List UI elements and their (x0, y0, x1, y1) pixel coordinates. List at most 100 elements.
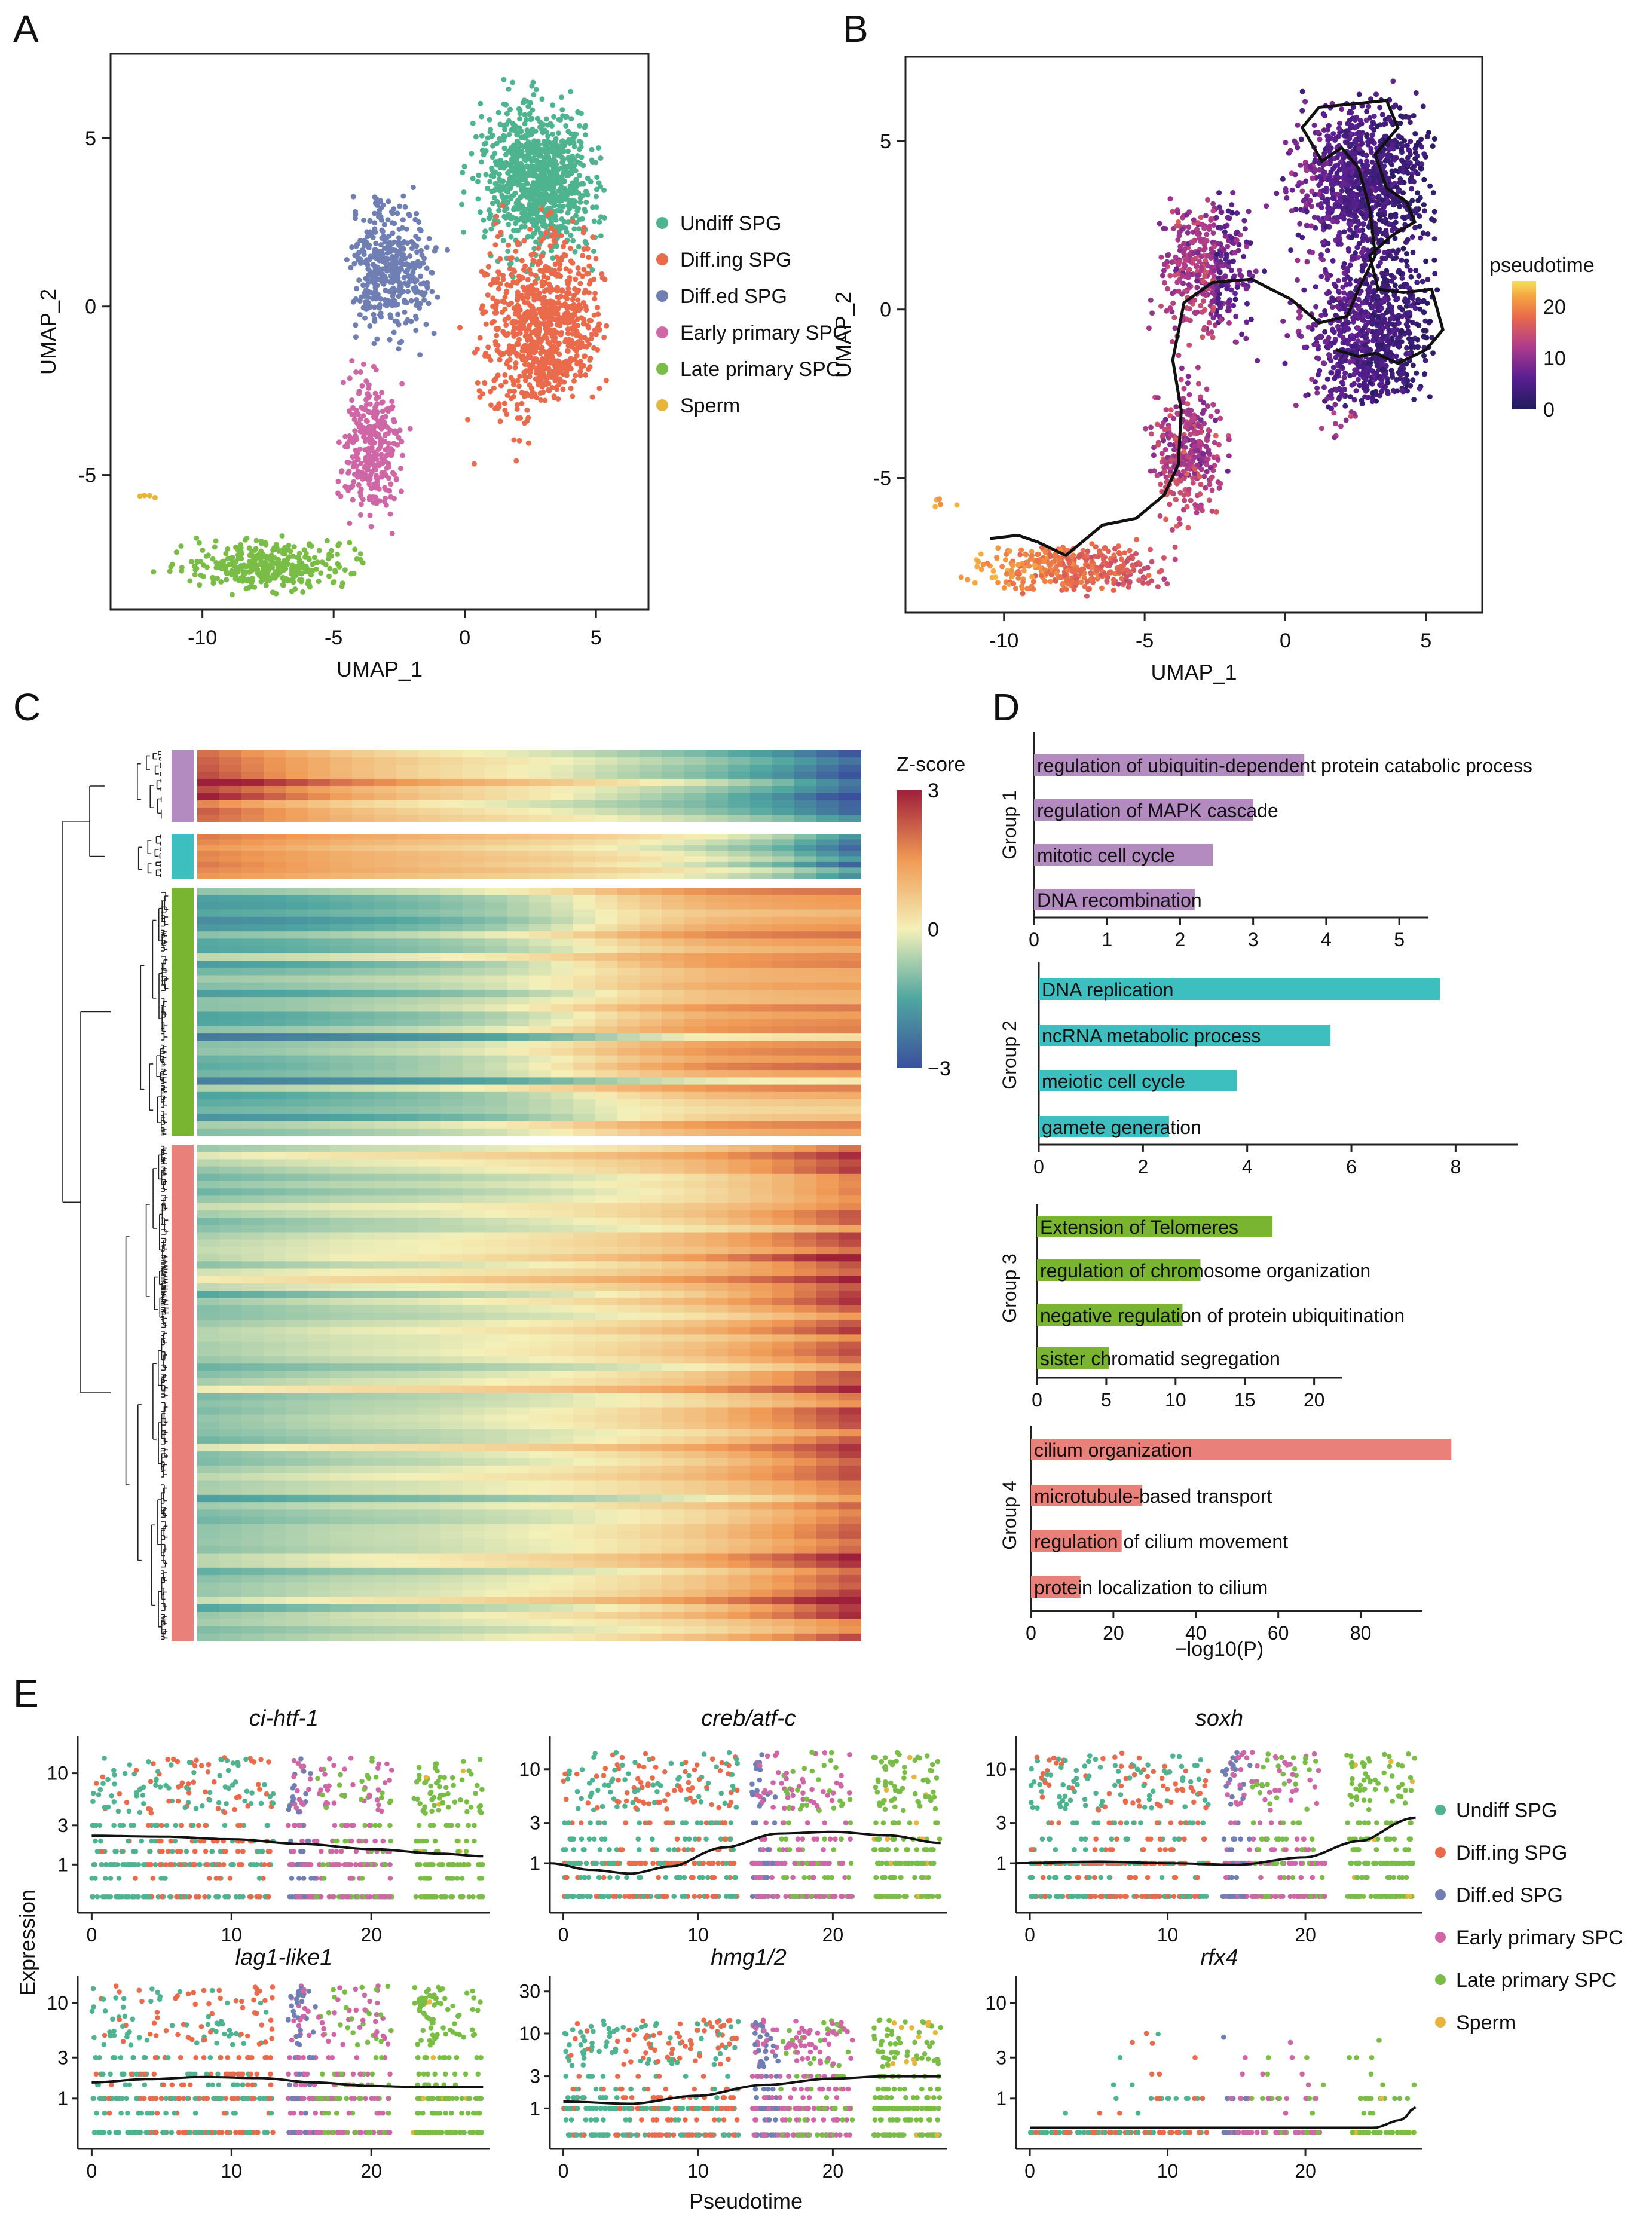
umap-point (573, 372, 579, 378)
umap-point (365, 461, 371, 467)
umap-point (586, 341, 592, 347)
umap-point (561, 157, 566, 163)
umap-point (1393, 155, 1399, 161)
umap-point (336, 540, 342, 546)
umap-point (1329, 370, 1335, 376)
umap-point (360, 434, 366, 440)
umap-point (461, 229, 467, 235)
umap-point (1376, 337, 1382, 343)
umap-point (347, 375, 353, 381)
umap-point (1225, 305, 1231, 311)
umap-point (570, 305, 576, 311)
umap-point (412, 279, 418, 285)
umap-point (1337, 236, 1343, 242)
umap-point (585, 366, 591, 372)
umap-point (390, 230, 396, 236)
umap-point (514, 132, 520, 138)
umap-point (210, 580, 216, 586)
umap-point (335, 561, 341, 567)
umap-point (1226, 320, 1232, 326)
umap-point (546, 281, 552, 287)
umap-point (1348, 394, 1353, 400)
umap-point (391, 419, 397, 425)
umap-point (1357, 118, 1363, 124)
umap-point (243, 586, 249, 592)
umap-point (352, 252, 358, 258)
umap-point (386, 464, 391, 470)
umap-point (1407, 120, 1413, 126)
umap-point (349, 397, 355, 403)
umap-point (1332, 375, 1338, 381)
umap-point (526, 326, 532, 332)
umap-point (518, 276, 524, 282)
umap-point (402, 204, 408, 210)
umap-point (200, 548, 206, 553)
umap-point (1314, 342, 1320, 348)
umap-point (1338, 241, 1344, 247)
umap-point (432, 248, 438, 254)
umap-point (531, 169, 537, 175)
umap-point (497, 136, 503, 142)
umap-point (362, 315, 368, 321)
umap-point (1356, 221, 1362, 227)
umap-point (372, 274, 378, 280)
umap-point (1384, 282, 1390, 288)
umap-point (1320, 163, 1326, 168)
umap-point (581, 267, 587, 273)
umap-point (142, 492, 148, 498)
umap-point (368, 279, 374, 285)
umap-point (1431, 218, 1437, 224)
umap-point (1320, 360, 1326, 366)
umap-point (1383, 227, 1389, 233)
umap-point (558, 293, 564, 299)
umap-point (1397, 166, 1403, 172)
umap-point (399, 381, 405, 387)
umap-point (411, 261, 417, 267)
umap-point (387, 488, 393, 494)
umap-point (1335, 277, 1341, 283)
umap-point (290, 554, 296, 559)
umap-point (494, 332, 500, 338)
umap-point (400, 217, 406, 223)
umap-point (537, 159, 543, 165)
umap-point (561, 252, 567, 258)
y-tick-label: -5 (873, 467, 891, 490)
umap-point (1385, 390, 1391, 396)
umap-point (539, 383, 544, 389)
umap-point (1229, 235, 1235, 241)
umap-point (595, 325, 601, 331)
umap-point (348, 265, 354, 271)
umap-point (373, 403, 379, 409)
umap-point (1329, 295, 1335, 301)
umap-point (1173, 266, 1179, 272)
umap-point (1398, 113, 1404, 119)
umap-point (388, 209, 394, 215)
umap-point (577, 216, 583, 222)
umap-point (1311, 123, 1317, 128)
umap-point (567, 204, 573, 210)
umap-point (524, 98, 530, 104)
umap-point (1351, 381, 1357, 387)
umap-point (505, 248, 511, 254)
x-axis-label: UMAP_1 (1151, 660, 1237, 684)
umap-point (515, 295, 521, 301)
umap-point (514, 353, 520, 359)
panel-label-c: C (13, 686, 41, 729)
umap-point (524, 291, 530, 297)
umap-point (1394, 339, 1400, 345)
umap-point (513, 458, 519, 464)
umap-point (511, 389, 517, 394)
umap-point (267, 577, 273, 583)
umap-point (1351, 371, 1357, 377)
umap-point (372, 210, 378, 216)
umap-point (500, 203, 506, 209)
umap-point (280, 582, 286, 588)
umap-point (513, 249, 519, 254)
umap-point (402, 255, 408, 261)
umap-point (1303, 393, 1309, 399)
umap-point (1356, 191, 1362, 197)
umap-point (291, 544, 297, 550)
umap-point (1325, 205, 1331, 211)
umap-point (570, 218, 576, 224)
umap-point (402, 309, 408, 315)
